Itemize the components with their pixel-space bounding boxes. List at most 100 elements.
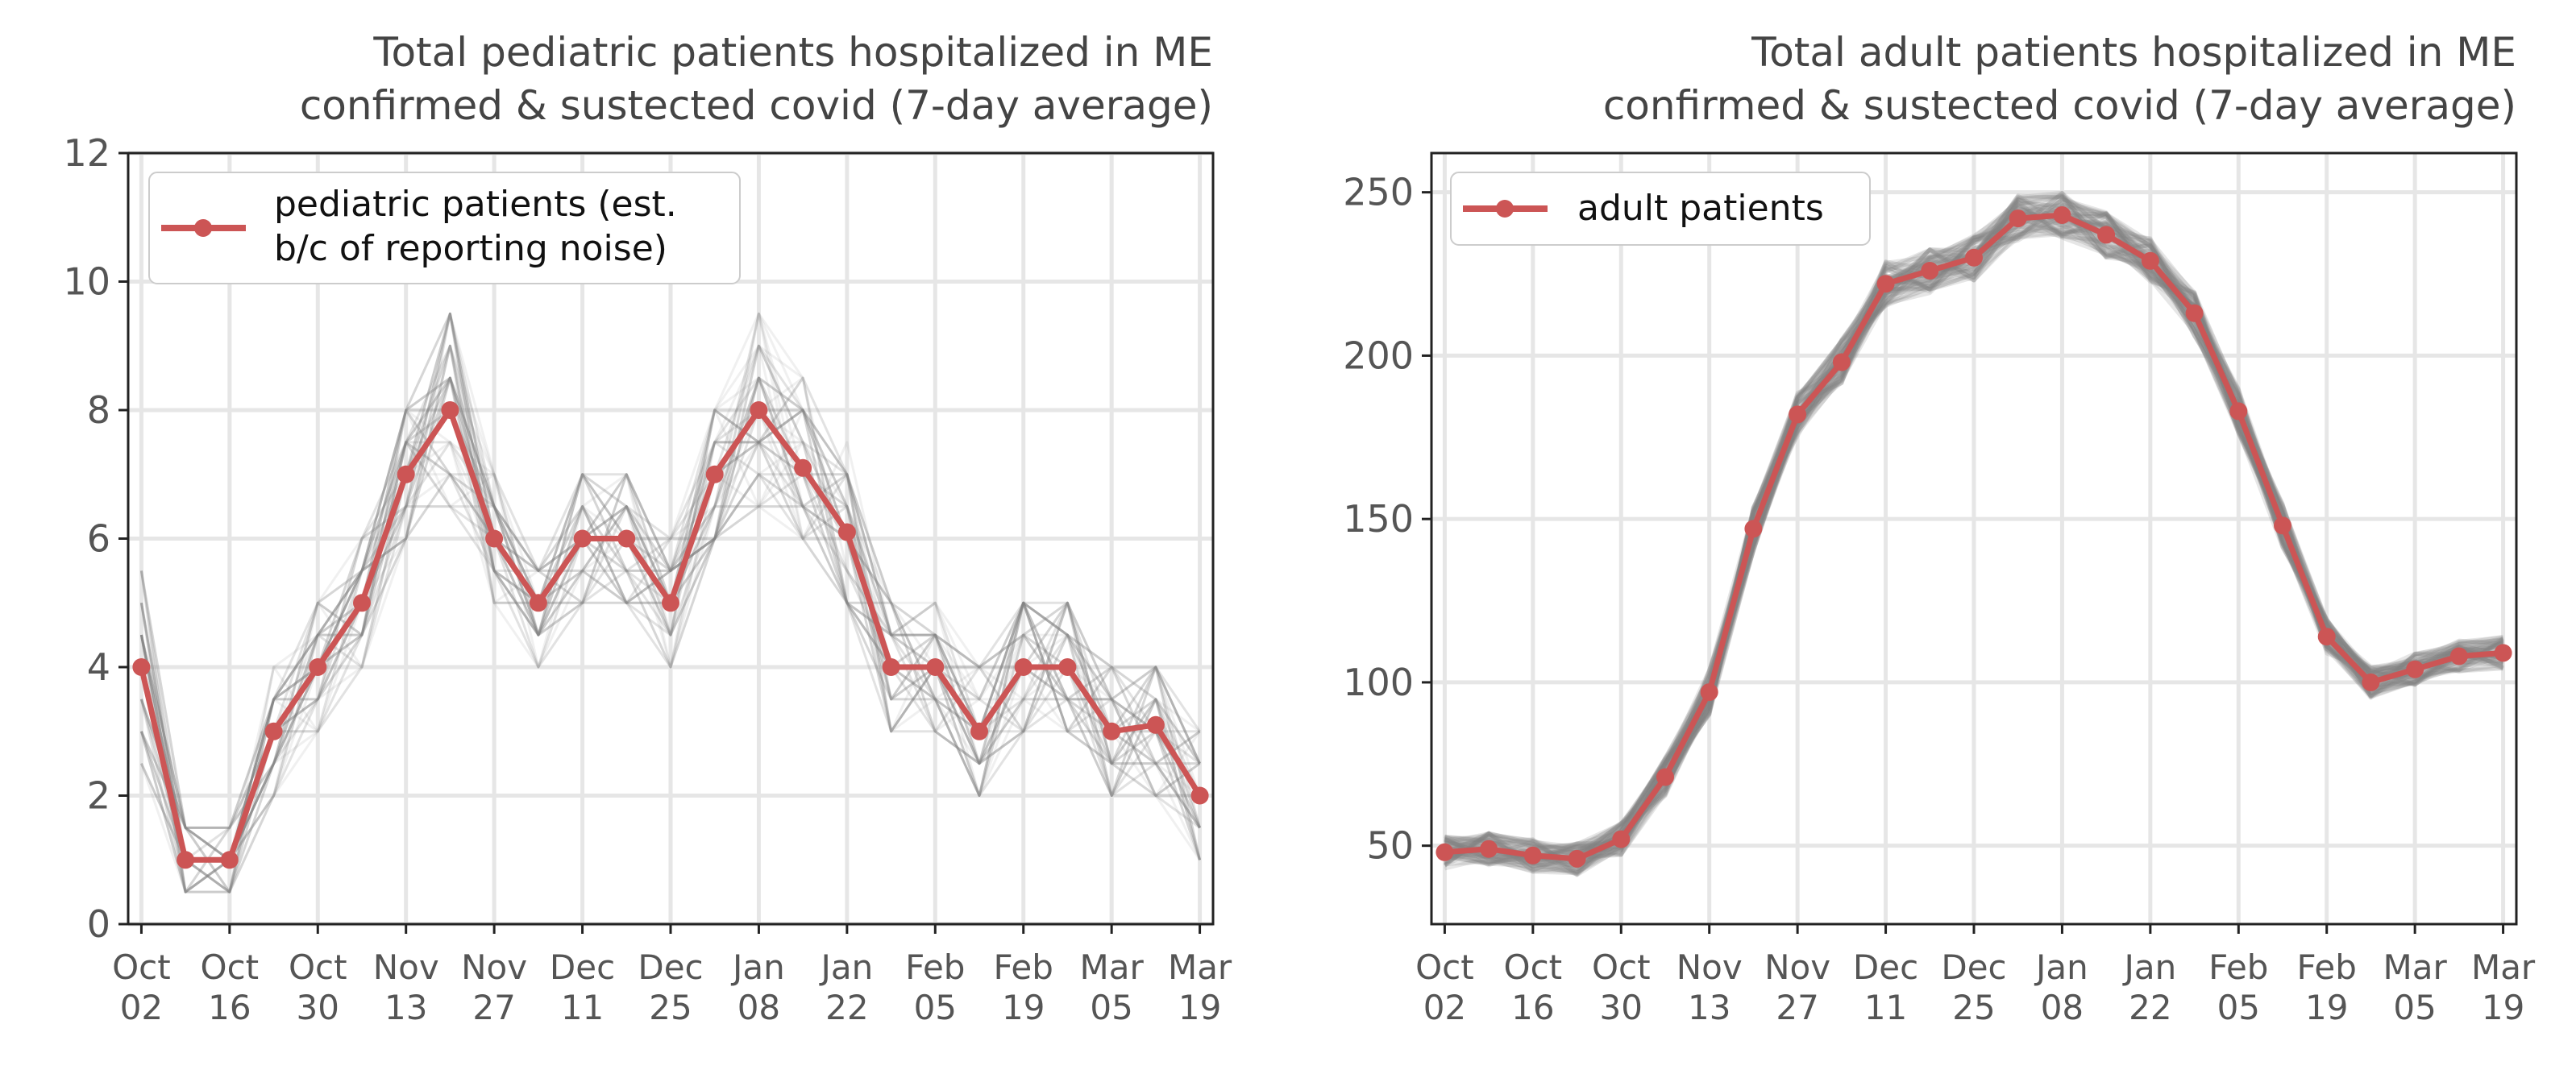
uncertainty-trace [139,312,1201,893]
data-point [1523,846,1542,864]
data-point [882,658,900,676]
uncertainty-trace [140,376,1200,893]
y-tick-label: 150 [1343,497,1414,541]
uncertainty-trace [139,376,1202,893]
legend-label-line1: pediatric patients (est. [274,184,677,225]
x-tick-label-month: Oct [1504,947,1563,987]
data-point [573,529,592,548]
data-point [2317,628,2336,646]
uncertainty-trace [139,344,1202,861]
data-point [750,401,768,419]
x-tick-label-month: Feb [905,947,965,987]
x-tick-label-day: 30 [1600,988,1643,1027]
x-tick-label-month: Feb [2297,947,2357,987]
uncertainty-trace [1444,205,2504,861]
data-point [926,658,945,676]
uncertainty-trace [139,376,1201,861]
data-point [264,722,283,740]
data-point [1876,275,1895,293]
data-point [1014,658,1032,676]
uncertainty-trace [139,344,1201,893]
data-point [220,851,239,869]
legend-box [148,172,741,284]
data-point [970,722,988,740]
x-tick-label-day: 11 [1864,988,1907,1027]
uncertainty-trace [1444,194,2504,864]
y-tick-label: 250 [1343,171,1414,214]
uncertainty-trace [1444,213,2503,860]
x-tick-label-day: 30 [297,988,339,1027]
y-axis: 0 2 4 6 8 10 12 [63,131,128,946]
data-point [837,523,856,541]
data-point [2494,644,2512,662]
x-tick-label-month: Mar [2471,947,2536,987]
uncertainty-trace [1444,216,2503,874]
y-tick-label: 8 [87,388,110,432]
y-tick-label: 200 [1343,334,1414,377]
data-point [1103,722,1121,740]
x-tick-label-day: 22 [825,988,868,1027]
uncertainty-trace [139,312,1202,893]
data-point [1058,658,1077,676]
data-point [2185,304,2204,322]
x-tick-label-month: Mar [1080,947,1145,987]
data-point [2141,251,2159,270]
x-tick-label-day: 02 [1423,988,1466,1027]
x-tick-label-day: 13 [384,988,427,1027]
x-tick-label-day: 11 [561,988,604,1027]
data-point [1789,405,1807,424]
data-point [2097,226,2116,244]
legend: pediatric patients (est. b/c of reportin… [148,172,741,284]
legend-marker [194,219,212,237]
x-tick-label-day: 02 [120,988,163,1027]
y-tick-label: 0 [87,902,110,946]
y-tick-label: 10 [63,260,110,304]
data-point [132,658,151,676]
data-point [794,458,812,477]
x-tick-label-month: Feb [2208,947,2268,987]
data-point [2406,660,2424,678]
x-tick-label-day: 27 [1776,988,1818,1027]
x-tick-label-month: Oct [201,947,260,987]
x-tick-label-day: 19 [1178,988,1221,1027]
uncertainty-trace [139,344,1201,861]
x-tick-label-day: 19 [2305,988,2348,1027]
x-tick-label-month: Nov [1764,947,1830,987]
x-tick-label-day: 22 [2129,988,2171,1027]
x-axis: Oct02Oct16Oct30Nov13Nov27Dec11Dec25Jan08… [1415,924,2536,1027]
data-point [662,594,679,612]
y-tick-label: 12 [63,131,110,175]
x-tick-label-month: Oct [1415,947,1474,987]
uncertainty-trace [139,344,1201,861]
chart-title-line1: Total pediatric patients hospitalized in… [372,29,1213,76]
uncertainty-trace [139,376,1201,861]
data-point [1965,248,1983,267]
x-tick-label-day: 25 [649,988,692,1027]
data-point [2362,673,2380,691]
x-tick-label-day: 05 [1090,988,1132,1027]
x-tick-label-day: 05 [914,988,957,1027]
data-point [1744,520,1763,538]
x-tick-label-month: Jan [730,947,785,987]
series-adult [1435,206,2512,868]
data-point [2274,516,2291,535]
uncertainty-trace [139,408,1200,829]
data-point [309,658,327,676]
x-tick-label-day: 19 [2482,988,2524,1027]
uncertainty-trace [1444,209,2504,873]
y-axis: 50 100 150 200 250 [1343,171,1431,868]
data-point [617,529,636,548]
data-point [1480,840,1498,858]
data-point [2009,209,2027,228]
legend-box [1450,172,1871,246]
data-point [1612,830,1631,848]
x-tick-label-month: Oct [112,947,171,987]
x-tick-label-month: Mar [1168,947,1232,987]
uncertainty-trace [139,376,1201,861]
uncertainty-trace [139,312,1201,861]
legend-label: adult patients [1577,188,1824,229]
uncertainty-trace [1444,211,2503,873]
x-tick-label-day: 16 [208,988,251,1027]
